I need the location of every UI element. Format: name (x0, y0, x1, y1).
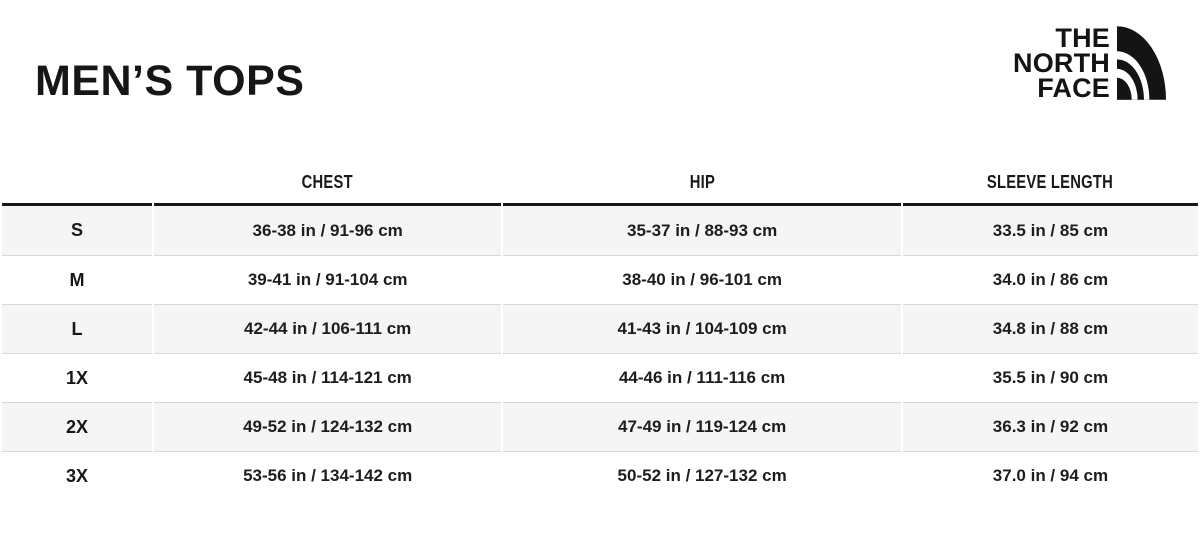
chest-value: 53-56 in / 134-142 cm (153, 451, 502, 500)
sleeve-length-value: 34.8 in / 88 cm (902, 304, 1198, 353)
sleeve-length-value: 35.5 in / 90 cm (902, 353, 1198, 402)
table-row: S 36-38 in / 91-96 cm 35-37 in / 88-93 c… (2, 206, 1198, 255)
sleeve-length-value: 37.0 in / 94 cm (902, 451, 1198, 500)
hip-value: 41-43 in / 104-109 cm (503, 304, 901, 353)
chest-value: 45-48 in / 114-121 cm (153, 353, 502, 402)
table-row: L 42-44 in / 106-111 cm 41-43 in / 104-1… (2, 304, 1198, 353)
column-header-size (2, 164, 152, 206)
header-row: CHEST HIP SLEEVE LENGTH (2, 164, 1198, 206)
column-header-hip: HIP (503, 164, 901, 206)
sleeve-length-value: 34.0 in / 86 cm (902, 255, 1198, 304)
size-label: L (2, 304, 152, 353)
brand-wordmark: THE NORTH FACE (1013, 23, 1110, 103)
brand-word-face: FACE (1037, 72, 1110, 103)
size-chart-container: CHEST HIP SLEEVE LENGTH S 36-38 in / 91-… (0, 164, 1200, 500)
hip-value: 44-46 in / 111-116 cm (503, 353, 901, 402)
size-chart-table: CHEST HIP SLEEVE LENGTH S 36-38 in / 91-… (0, 164, 1200, 500)
table-row: 2X 49-52 in / 124-132 cm 47-49 in / 119-… (2, 402, 1198, 451)
brand-word-north: NORTH (1013, 47, 1110, 78)
page-title: MEN’S TOPS (35, 57, 305, 105)
column-header-chest: CHEST (153, 164, 502, 206)
chest-value: 49-52 in / 124-132 cm (153, 402, 502, 451)
size-label: M (2, 255, 152, 304)
half-dome-icon (1117, 26, 1166, 100)
brand-word-the: THE (1055, 23, 1110, 53)
size-label: 3X (2, 451, 152, 500)
table-header: CHEST HIP SLEEVE LENGTH (2, 164, 1198, 206)
table-row: M 39-41 in / 91-104 cm 38-40 in / 96-101… (2, 255, 1198, 304)
hip-value: 47-49 in / 119-124 cm (503, 402, 901, 451)
chest-value: 42-44 in / 106-111 cm (153, 304, 502, 353)
column-header-sleeve-length: SLEEVE LENGTH (902, 164, 1198, 206)
table-row: 3X 53-56 in / 134-142 cm 50-52 in / 127-… (2, 451, 1198, 500)
sleeve-length-value: 33.5 in / 85 cm (902, 206, 1198, 255)
hip-value: 38-40 in / 96-101 cm (503, 255, 901, 304)
size-label: 1X (2, 353, 152, 402)
size-label: 2X (2, 402, 152, 451)
hip-value: 35-37 in / 88-93 cm (503, 206, 901, 255)
size-label: S (2, 206, 152, 255)
brand-logo: THE NORTH FACE (1013, 23, 1166, 103)
sleeve-length-value: 36.3 in / 92 cm (902, 402, 1198, 451)
chest-value: 36-38 in / 91-96 cm (153, 206, 502, 255)
hip-value: 50-52 in / 127-132 cm (503, 451, 901, 500)
table-body: S 36-38 in / 91-96 cm 35-37 in / 88-93 c… (2, 206, 1198, 500)
table-row: 1X 45-48 in / 114-121 cm 44-46 in / 111-… (2, 353, 1198, 402)
chest-value: 39-41 in / 91-104 cm (153, 255, 502, 304)
